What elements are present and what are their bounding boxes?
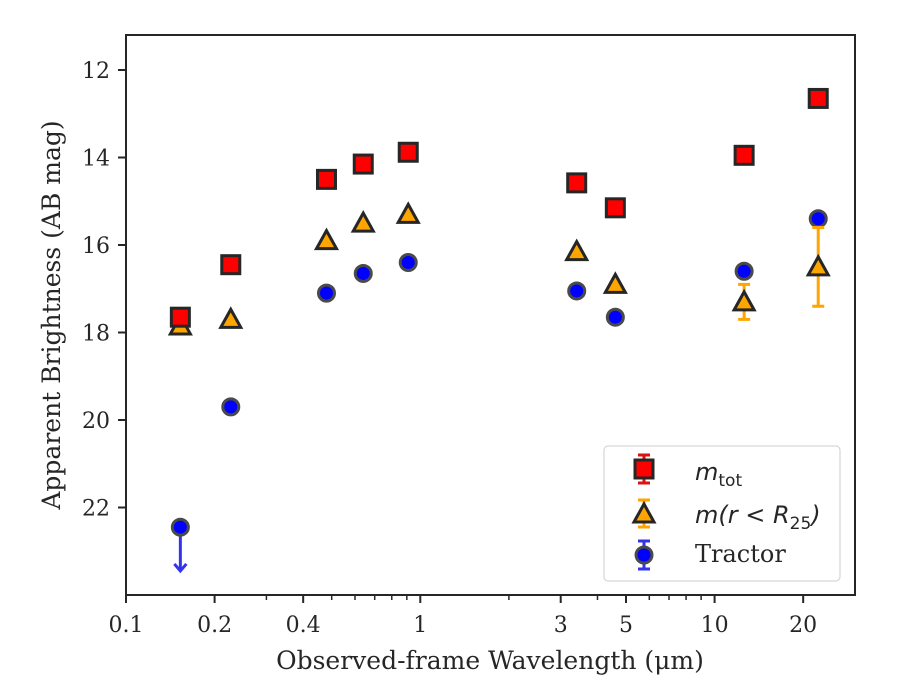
data-point-triangle bbox=[564, 238, 590, 262]
legend-entry-mr25: m(r < R25) bbox=[631, 498, 821, 534]
data-point-square bbox=[566, 172, 588, 194]
data-point-square bbox=[352, 153, 374, 175]
x-tick-label: 3 bbox=[554, 613, 568, 638]
data-point-triangle bbox=[602, 271, 628, 294]
y-tick-label: 14 bbox=[82, 147, 110, 172]
legend-mr25-label: m(r < R25) bbox=[695, 501, 821, 534]
data-point-triangle bbox=[731, 288, 757, 312]
y-axis-label: Apparent Brightness (AB mag) bbox=[37, 120, 66, 510]
data-point-triangle bbox=[395, 201, 421, 224]
y-tick-label: 18 bbox=[82, 322, 110, 347]
data-point-circle bbox=[221, 397, 241, 417]
legend: mtot m(r < R25) Tractor bbox=[603, 445, 841, 582]
y-tick-label: 20 bbox=[82, 409, 110, 434]
data-point-circle bbox=[353, 263, 373, 283]
data-point-circle bbox=[398, 253, 418, 272]
data-point-circle bbox=[567, 281, 587, 301]
data-point-circle bbox=[808, 209, 828, 229]
data-point-circle bbox=[734, 261, 754, 281]
axes-frame bbox=[125, 34, 856, 596]
legend-tractor-label: Tractor bbox=[695, 540, 786, 568]
x-tick-label: 1 bbox=[413, 613, 427, 638]
data-point-triangle bbox=[350, 210, 376, 233]
x-tick-label: 20 bbox=[789, 613, 817, 638]
data-point-triangle bbox=[218, 306, 244, 329]
data-point-triangle bbox=[805, 253, 831, 277]
x-tick-label: 0.4 bbox=[286, 613, 321, 638]
legend-mtot-marker bbox=[633, 458, 655, 480]
x-tick-label: 0.1 bbox=[109, 613, 144, 638]
upper-limit-arrow-head bbox=[173, 562, 188, 574]
x-axis-label: Observed-frame Wavelength (μm) bbox=[276, 646, 704, 675]
data-point-square bbox=[604, 197, 626, 219]
x-tick-label: 5 bbox=[619, 613, 633, 638]
data-point-circle bbox=[170, 517, 190, 537]
legend-frame bbox=[603, 445, 841, 582]
data-point-square bbox=[807, 87, 829, 109]
data-point-circle bbox=[605, 307, 625, 327]
series-circle bbox=[170, 209, 828, 574]
data-point-square bbox=[220, 254, 242, 276]
data-point-circle bbox=[316, 283, 336, 303]
y-tick-label: 16 bbox=[82, 234, 110, 259]
axis-ticks: 0.1 0.2 0.4 1 3 5 10 20 12 14 16 18 20 22 bbox=[82, 59, 817, 638]
legend-tractor-marker bbox=[634, 545, 654, 565]
x-tick-label: 0.2 bbox=[197, 613, 232, 638]
data-point-square bbox=[315, 168, 337, 190]
legend-mr25-marker bbox=[631, 500, 657, 524]
data-point-square bbox=[733, 144, 755, 166]
y-tick-label: 12 bbox=[82, 59, 110, 84]
data-marks bbox=[167, 87, 831, 574]
y-tick-label: 22 bbox=[82, 497, 110, 522]
series-triangle bbox=[167, 201, 831, 336]
legend-mtot-label: mtot bbox=[695, 458, 742, 491]
x-tick-label: 10 bbox=[701, 613, 729, 638]
data-point-square bbox=[169, 306, 191, 328]
plot-area bbox=[125, 34, 856, 596]
legend-entry-mtot: mtot bbox=[633, 453, 742, 491]
legend-entry-tractor: Tractor bbox=[634, 539, 786, 571]
data-point-triangle bbox=[313, 227, 340, 251]
series-square bbox=[169, 87, 829, 328]
data-point-square bbox=[397, 141, 419, 163]
